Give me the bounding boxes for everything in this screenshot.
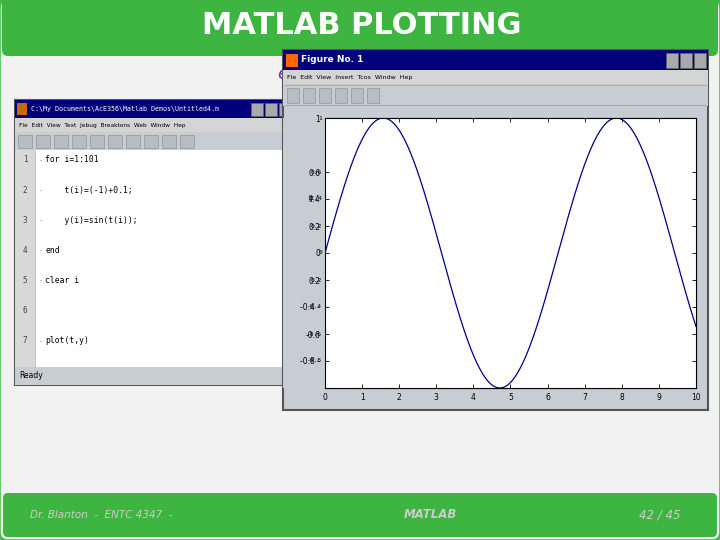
Bar	[680, 53, 692, 68]
Text: -: -	[39, 247, 43, 253]
FancyBboxPatch shape	[15, 367, 293, 385]
Bar	[54, 135, 68, 148]
Text: 7: 7	[23, 336, 27, 346]
Bar	[694, 53, 706, 68]
Text: for i=1:101: for i=1:101	[45, 156, 99, 165]
FancyBboxPatch shape	[15, 132, 293, 150]
Text: Ready: Ready	[19, 372, 42, 381]
Text: plot(t,y): plot(t,y)	[45, 336, 89, 346]
Text: -: -	[39, 187, 43, 193]
FancyBboxPatch shape	[2, 0, 718, 56]
Text: 4: 4	[23, 246, 27, 255]
FancyBboxPatch shape	[15, 118, 293, 132]
Text: Fle  Edit  View  Insert  Tcos  Windw  Hep: Fle Edit View Insert Tcos Windw Hep	[287, 75, 413, 79]
Bar	[144, 135, 158, 148]
Text: -: -	[39, 157, 43, 163]
Bar	[367, 88, 379, 103]
Bar	[265, 103, 277, 116]
Bar	[180, 135, 194, 148]
FancyBboxPatch shape	[15, 100, 293, 118]
Text: t(i)=(-1)+0.1;: t(i)=(-1)+0.1;	[45, 186, 132, 194]
Text: Figure No. 1: Figure No. 1	[301, 56, 364, 64]
FancyBboxPatch shape	[3, 493, 717, 537]
Text: C:\My Documents\AcE356\Matlab Demos\Untitled4.m: C:\My Documents\AcE356\Matlab Demos\Unti…	[31, 106, 219, 112]
Text: 0.6: 0.6	[311, 170, 322, 174]
Text: 0.2: 0.2	[311, 224, 322, 228]
Bar	[351, 88, 363, 103]
Text: clear i: clear i	[45, 276, 79, 285]
Text: -0.8: -0.8	[307, 359, 322, 363]
FancyBboxPatch shape	[15, 150, 293, 367]
Bar	[279, 103, 291, 116]
Text: -0.4: -0.4	[307, 305, 322, 309]
Bar	[18, 135, 32, 148]
Text: 2: 2	[23, 186, 27, 194]
FancyBboxPatch shape	[283, 70, 708, 84]
Text: Dr. Blanton  -  ENTC 4347  -: Dr. Blanton - ENTC 4347 -	[30, 510, 173, 520]
Bar	[108, 135, 122, 148]
Text: 5: 5	[23, 276, 27, 285]
Text: MATLAB PLOTTING: MATLAB PLOTTING	[202, 11, 522, 40]
FancyBboxPatch shape	[15, 150, 35, 367]
Text: y(i)=sin(t(i));: y(i)=sin(t(i));	[45, 216, 138, 225]
Bar	[90, 135, 104, 148]
Bar	[162, 135, 176, 148]
Text: 3: 3	[23, 216, 27, 225]
FancyBboxPatch shape	[283, 84, 708, 106]
Text: 6: 6	[23, 306, 27, 315]
Text: -0.6: -0.6	[307, 332, 322, 336]
Text: end: end	[45, 246, 60, 255]
FancyBboxPatch shape	[325, 118, 696, 388]
Bar	[36, 135, 50, 148]
Text: 1: 1	[23, 156, 27, 165]
Text: -: -	[39, 278, 43, 284]
Text: example y = sin(t): example y = sin(t)	[278, 65, 446, 83]
Bar	[319, 88, 331, 103]
Bar	[17, 103, 27, 115]
FancyBboxPatch shape	[283, 50, 708, 410]
Text: -: -	[39, 338, 43, 344]
Text: 0: 0	[318, 251, 322, 255]
Text: 0.2: 0.2	[311, 278, 322, 282]
Bar	[126, 135, 140, 148]
Text: Fle  Edit  View  Text  Jebug  Breaktons  Web  Windw  Hep: Fle Edit View Text Jebug Breaktons Web W…	[19, 123, 186, 127]
FancyBboxPatch shape	[283, 118, 325, 388]
Text: the “plot” function alone: the “plot” function alone	[22, 267, 238, 282]
Text: II.4: II.4	[307, 197, 322, 201]
Bar	[72, 135, 86, 148]
Bar	[286, 54, 298, 67]
Text: -: -	[39, 217, 43, 223]
Text: 1: 1	[318, 116, 322, 120]
Bar	[287, 88, 299, 103]
Bar	[666, 53, 678, 68]
Bar	[303, 88, 315, 103]
FancyBboxPatch shape	[15, 100, 293, 385]
Text: MATLAB: MATLAB	[403, 509, 456, 522]
FancyBboxPatch shape	[283, 50, 708, 70]
Bar	[335, 88, 347, 103]
Bar	[251, 103, 263, 116]
Text: 42 / 45: 42 / 45	[639, 509, 680, 522]
